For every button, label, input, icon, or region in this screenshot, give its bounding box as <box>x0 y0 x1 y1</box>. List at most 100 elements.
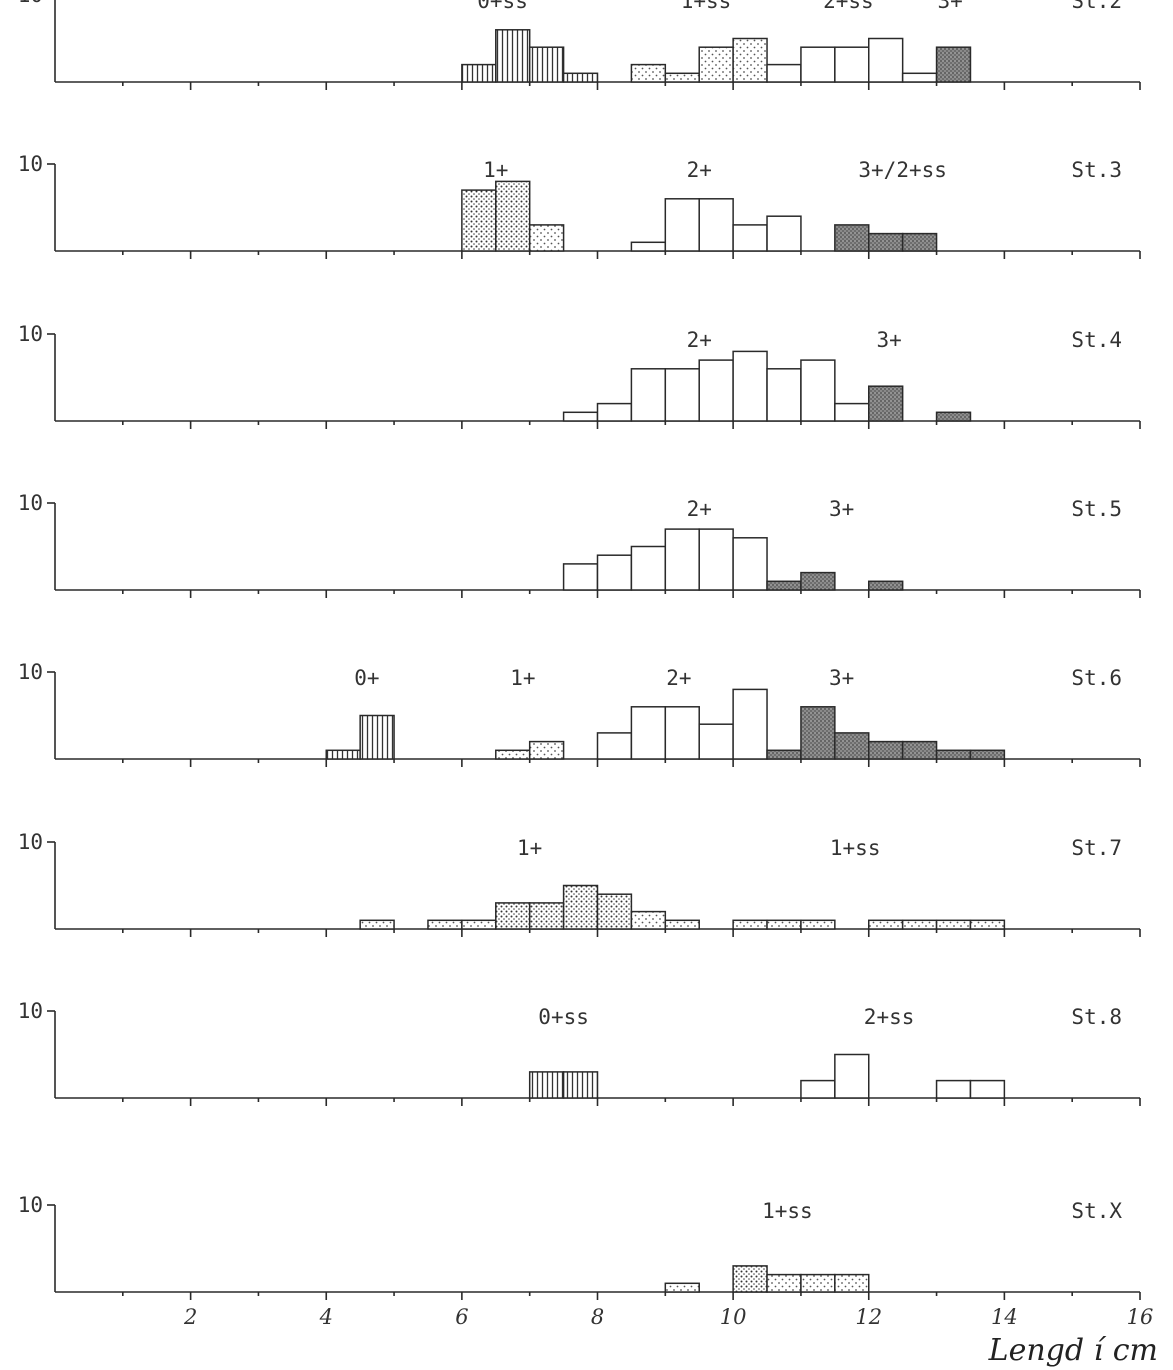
bar <box>562 563 599 591</box>
bar <box>766 368 802 422</box>
bar <box>630 368 667 422</box>
station-label: St.4 <box>1071 328 1122 352</box>
bar <box>800 46 836 83</box>
bar <box>868 37 904 83</box>
bar <box>935 1079 972 1099</box>
bar <box>630 545 667 591</box>
bar <box>664 368 700 422</box>
age-group-label: 0+ <box>354 666 379 690</box>
panel-st-7: 10 1+ 1+ss St.7 <box>18 830 1141 937</box>
bar <box>935 46 972 83</box>
bar <box>664 198 700 252</box>
bar <box>325 749 361 760</box>
bar <box>868 740 904 760</box>
bar <box>834 46 870 83</box>
station-label: St.8 <box>1071 1005 1122 1029</box>
bar <box>766 215 802 252</box>
bar <box>698 359 734 422</box>
bar <box>528 902 565 930</box>
bar <box>596 893 633 930</box>
bar <box>834 224 870 252</box>
station-label: St.6 <box>1071 666 1122 690</box>
bar <box>868 919 904 930</box>
panel-st-5: 10 2+ 3+ St.5 <box>18 491 1141 598</box>
bar <box>528 224 565 252</box>
age-group-label: 2+ss <box>864 1005 915 1029</box>
bar <box>359 714 395 760</box>
bar <box>630 910 667 930</box>
bar <box>935 411 972 422</box>
x-tick-label: 12 <box>855 1305 882 1329</box>
age-group-label: 1+ <box>483 158 508 182</box>
bar <box>630 63 667 83</box>
x-tick-label: 8 <box>591 1305 604 1329</box>
y-tick-label: 10 <box>18 0 43 7</box>
bar <box>698 528 734 591</box>
panel-st-6: 10 0+ 1+ 2+ 3+ St.6 <box>18 660 1141 767</box>
bar <box>698 46 734 83</box>
bar <box>800 359 836 422</box>
bar <box>766 1273 802 1293</box>
age-group-label: 3+ <box>937 0 962 13</box>
bar <box>461 919 497 930</box>
bar <box>935 749 972 760</box>
panel-st-2: 10 0+ss 1+ss 2+ss 3+ St.2 <box>18 0 1141 90</box>
bar <box>969 1079 1006 1099</box>
panel-st-8: 10 0+ss 2+ss St.8 <box>18 999 1141 1106</box>
bar <box>732 688 768 760</box>
x-tick-label: 2 <box>183 1305 197 1329</box>
bar <box>495 180 531 252</box>
y-tick-label: 10 <box>18 1193 43 1217</box>
age-group-label: 3+ <box>876 328 901 352</box>
age-group-label: 1+ss <box>681 0 732 13</box>
bar <box>664 919 700 930</box>
bar <box>528 46 565 83</box>
bar <box>868 580 904 591</box>
x-tick-label: 14 <box>991 1305 1018 1329</box>
bar <box>732 37 768 83</box>
bar <box>596 402 633 422</box>
bar <box>834 1053 870 1099</box>
bar <box>868 385 904 422</box>
bar <box>630 241 667 252</box>
age-group-label: 1+ <box>510 666 535 690</box>
bar <box>562 884 599 930</box>
age-group-label: 2+ <box>687 497 712 521</box>
age-group-label: 1+ <box>517 836 542 860</box>
bar <box>495 902 531 930</box>
bar <box>935 919 972 930</box>
panel-st-x: 10 1+ss St.X <box>18 1193 1141 1300</box>
bar <box>528 740 565 760</box>
bar <box>562 1071 599 1099</box>
x-tick-label: 6 <box>455 1305 468 1329</box>
bar <box>969 919 1006 930</box>
y-tick-label: 10 <box>18 322 43 346</box>
bar <box>800 571 836 591</box>
bar <box>800 1079 836 1099</box>
x-tick-label: 10 <box>720 1305 747 1329</box>
bar <box>732 224 768 252</box>
bar <box>596 732 633 760</box>
bar <box>596 554 633 591</box>
bar <box>766 63 802 83</box>
bar <box>630 706 667 760</box>
bar <box>359 919 395 930</box>
bar <box>800 1273 836 1293</box>
y-tick-label: 10 <box>18 830 43 854</box>
bar <box>562 72 599 83</box>
age-group-label: 0+ss <box>538 1005 589 1029</box>
age-group-label: 1+ss <box>762 1199 813 1223</box>
age-group-label: 3+/2+ss <box>858 158 947 182</box>
station-label: St.3 <box>1071 158 1122 182</box>
bar <box>969 749 1006 760</box>
bar <box>427 919 463 930</box>
x-axis-title: Lengd í cm <box>988 1333 1158 1368</box>
age-group-label: 0+ss <box>477 0 528 13</box>
bar <box>461 63 497 83</box>
bar <box>664 1282 700 1293</box>
station-label: St.7 <box>1071 836 1122 860</box>
age-group-label: 3+ <box>829 666 854 690</box>
bar <box>562 411 599 422</box>
bar <box>495 29 531 83</box>
